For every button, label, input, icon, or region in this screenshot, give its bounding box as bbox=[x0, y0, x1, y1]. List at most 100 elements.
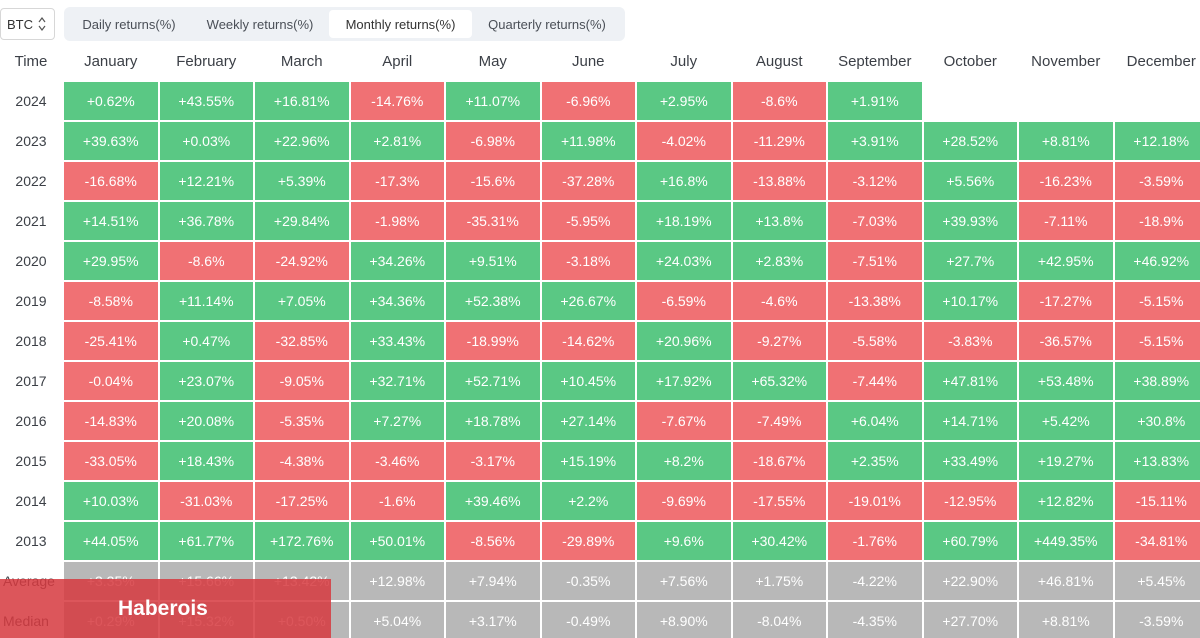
header-month-june: June bbox=[571, 52, 605, 70]
stat-cell: -0.49% bbox=[541, 602, 635, 638]
return-cell: -3.18% bbox=[541, 242, 635, 280]
header-month-january: January bbox=[84, 52, 138, 70]
return-cell: +2.35% bbox=[828, 442, 922, 480]
return-cell: -14.83% bbox=[64, 402, 158, 440]
watermark: Haberois bbox=[0, 579, 331, 638]
return-cell: -6.98% bbox=[446, 122, 540, 160]
return-cell: +30.42% bbox=[732, 522, 826, 560]
return-cell: +38.89% bbox=[1114, 362, 1200, 400]
return-cell: -18.67% bbox=[732, 442, 826, 480]
header-month-april: April bbox=[382, 52, 413, 70]
return-cell: -3.83% bbox=[923, 322, 1017, 360]
return-cell: -8.6% bbox=[732, 82, 826, 120]
return-cell: +16.8% bbox=[637, 162, 731, 200]
return-cell: -9.69% bbox=[637, 482, 731, 520]
return-cell: +13.83% bbox=[1114, 442, 1200, 480]
return-cell: -18.99% bbox=[446, 322, 540, 360]
return-cell: -3.59% bbox=[1114, 162, 1200, 200]
monthly-returns-table: Time January February March April May June July… bbox=[0, 42, 1200, 638]
return-cell: +43.55% bbox=[159, 82, 253, 120]
stat-cell: -0.35% bbox=[541, 562, 635, 600]
return-cell: +24.03% bbox=[637, 242, 731, 280]
stat-cell: -3.59% bbox=[1114, 602, 1200, 638]
return-cell: -5.15% bbox=[1114, 282, 1200, 320]
return-cell: -7.44% bbox=[828, 362, 922, 400]
return-cell: +65.32% bbox=[732, 362, 826, 400]
tab-weekly-returns[interactable]: Weekly returns(%) bbox=[206, 16, 314, 32]
return-cell: +52.38% bbox=[446, 282, 540, 320]
return-cell: +2.81% bbox=[350, 122, 444, 160]
return-cell: -17.27% bbox=[1019, 282, 1113, 320]
tab-quarterly-returns[interactable]: Quarterly returns(%) bbox=[488, 16, 606, 32]
return-cell: +18.43% bbox=[159, 442, 253, 480]
stat-cell: -8.04% bbox=[732, 602, 826, 638]
header-month-february: February bbox=[176, 52, 237, 70]
header-month-september: September bbox=[838, 52, 912, 70]
return-cell: -37.28% bbox=[541, 162, 635, 200]
return-cell: -6.59% bbox=[637, 282, 731, 320]
return-cell: -17.3% bbox=[350, 162, 444, 200]
return-cell: +12.82% bbox=[1019, 482, 1113, 520]
return-cell: +36.78% bbox=[159, 202, 253, 240]
return-cell: +11.98% bbox=[541, 122, 635, 160]
asset-select[interactable]: BTC bbox=[0, 8, 55, 40]
return-cell: -36.57% bbox=[1019, 322, 1113, 360]
return-cell: -34.81% bbox=[1114, 522, 1200, 560]
return-cell: -9.27% bbox=[732, 322, 826, 360]
stat-cell: -4.35% bbox=[828, 602, 922, 638]
stat-cell: +1.75% bbox=[732, 562, 826, 600]
return-cell: +5.42% bbox=[1019, 402, 1113, 440]
return-cell: +33.43% bbox=[350, 322, 444, 360]
return-cell: +14.71% bbox=[923, 402, 1017, 440]
return-cell: +30.8% bbox=[1114, 402, 1200, 440]
return-cell: +2.83% bbox=[732, 242, 826, 280]
return-cell: +39.93% bbox=[923, 202, 1017, 240]
header-month-july: July bbox=[670, 52, 698, 70]
return-cell: +17.92% bbox=[637, 362, 731, 400]
return-cell: +60.79% bbox=[923, 522, 1017, 560]
return-cell: -31.03% bbox=[159, 482, 253, 520]
return-cell: +29.95% bbox=[64, 242, 158, 280]
return-cell: -3.17% bbox=[446, 442, 540, 480]
empty-cell bbox=[1115, 82, 1200, 120]
return-cell: +3.91% bbox=[828, 122, 922, 160]
returns-period-tabs: Daily returns(%) Weekly returns(%) Month… bbox=[64, 7, 625, 41]
chevron-up-down-icon bbox=[38, 16, 46, 32]
return-cell: +11.14% bbox=[159, 282, 253, 320]
return-cell: +44.05% bbox=[64, 522, 158, 560]
year-label: 2021 bbox=[15, 213, 47, 229]
year-label: 2019 bbox=[15, 293, 47, 309]
return-cell: -5.58% bbox=[828, 322, 922, 360]
tab-monthly-returns[interactable]: Monthly returns(%) bbox=[329, 10, 472, 38]
return-cell: +27.7% bbox=[923, 242, 1017, 280]
header-month-august: August bbox=[755, 52, 803, 70]
empty-cell bbox=[1019, 82, 1113, 120]
return-cell: -3.46% bbox=[350, 442, 444, 480]
return-cell: +5.39% bbox=[255, 162, 349, 200]
return-cell: +23.07% bbox=[159, 362, 253, 400]
year-label: 2024 bbox=[15, 93, 47, 109]
return-cell: -5.35% bbox=[255, 402, 349, 440]
return-cell: +39.46% bbox=[446, 482, 540, 520]
return-cell: +0.47% bbox=[159, 322, 253, 360]
stat-cell: +7.94% bbox=[446, 562, 540, 600]
return-cell: +0.62% bbox=[64, 82, 158, 120]
return-cell: -29.89% bbox=[541, 522, 635, 560]
return-cell: -0.04% bbox=[64, 362, 158, 400]
return-cell: +39.63% bbox=[64, 122, 158, 160]
return-cell: +7.05% bbox=[255, 282, 349, 320]
tab-daily-returns[interactable]: Daily returns(%) bbox=[82, 16, 176, 32]
return-cell: +18.19% bbox=[637, 202, 731, 240]
year-label: 2017 bbox=[15, 373, 47, 389]
return-cell: -13.88% bbox=[732, 162, 826, 200]
return-cell: +2.95% bbox=[637, 82, 731, 120]
return-cell: -17.25% bbox=[255, 482, 349, 520]
return-cell: +2.2% bbox=[541, 482, 635, 520]
year-label: 2014 bbox=[15, 493, 47, 509]
year-label: 2016 bbox=[15, 413, 47, 429]
return-cell: -7.03% bbox=[828, 202, 922, 240]
watermark-text: Haberois bbox=[118, 596, 208, 620]
return-cell: +172.76% bbox=[255, 522, 349, 560]
return-cell: +10.17% bbox=[923, 282, 1017, 320]
return-cell: -13.38% bbox=[828, 282, 922, 320]
